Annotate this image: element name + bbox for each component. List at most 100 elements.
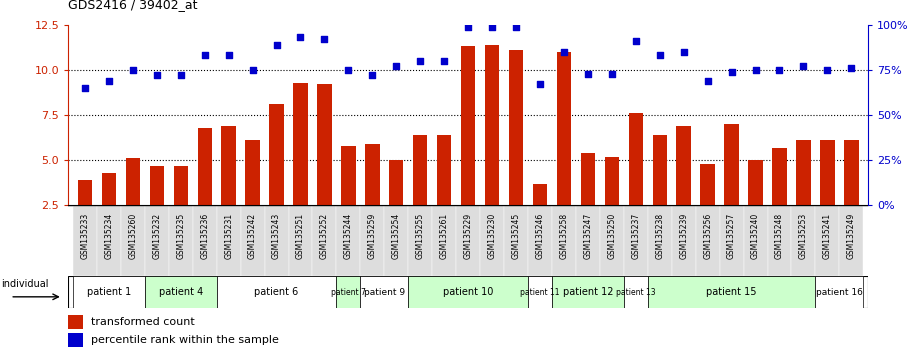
Bar	[265, 205, 288, 276]
Text: transformed count: transformed count	[91, 318, 195, 327]
Text: GSM135257: GSM135257	[727, 212, 736, 259]
Bar	[193, 205, 216, 276]
Bar	[839, 205, 864, 276]
Text: GSM135253: GSM135253	[799, 212, 808, 259]
Text: percentile rank within the sample: percentile rank within the sample	[91, 335, 278, 345]
Bar	[360, 205, 385, 276]
Point	[604, 71, 619, 76]
Point	[389, 63, 404, 69]
Bar	[222, 126, 235, 205]
Bar	[365, 144, 380, 205]
Bar	[676, 126, 691, 205]
Bar	[629, 113, 643, 205]
Point	[77, 85, 92, 91]
Bar	[197, 128, 212, 205]
Bar	[533, 184, 547, 205]
Point	[484, 24, 499, 29]
Bar	[432, 205, 456, 276]
Bar	[125, 158, 140, 205]
Text: patient 15: patient 15	[706, 287, 757, 297]
Bar	[504, 205, 528, 276]
Text: GSM135247: GSM135247	[584, 212, 593, 259]
Bar	[408, 205, 432, 276]
Text: patient 4: patient 4	[158, 287, 203, 297]
Bar	[461, 46, 475, 205]
Bar	[385, 205, 408, 276]
Bar	[796, 140, 811, 205]
Point	[102, 78, 116, 84]
Bar	[102, 173, 116, 205]
Text: GSM135230: GSM135230	[487, 212, 496, 259]
Text: GSM135234: GSM135234	[105, 212, 114, 259]
Bar	[844, 140, 858, 205]
Text: GSM135236: GSM135236	[200, 212, 209, 259]
Bar	[701, 164, 714, 205]
Bar	[484, 45, 499, 205]
Bar	[724, 124, 739, 205]
Bar	[648, 205, 672, 276]
Bar	[581, 153, 595, 205]
Point	[581, 71, 595, 76]
Point	[653, 53, 667, 58]
Text: GSM135245: GSM135245	[512, 212, 521, 259]
Point	[533, 81, 547, 87]
Text: GSM135260: GSM135260	[128, 212, 137, 259]
Text: GSM135252: GSM135252	[320, 212, 329, 258]
Point	[461, 24, 475, 29]
Point	[269, 42, 284, 47]
Text: patient 16: patient 16	[816, 287, 863, 297]
Point	[700, 78, 714, 84]
Bar	[552, 205, 576, 276]
Text: GSM135256: GSM135256	[704, 212, 712, 259]
Bar	[313, 205, 336, 276]
Text: GSM135248: GSM135248	[775, 212, 784, 258]
Bar	[556, 52, 571, 205]
Bar	[389, 160, 404, 205]
Bar	[174, 166, 188, 205]
Point	[365, 73, 380, 78]
Bar	[604, 156, 619, 205]
Bar	[78, 180, 92, 205]
Point	[317, 36, 332, 42]
Text: GSM135258: GSM135258	[559, 212, 568, 258]
Bar	[150, 166, 164, 205]
Bar	[624, 276, 648, 308]
Text: GSM135239: GSM135239	[679, 212, 688, 259]
Point	[796, 63, 811, 69]
Text: GSM135255: GSM135255	[415, 212, 425, 259]
Text: GSM135229: GSM135229	[464, 212, 473, 258]
Point	[294, 35, 308, 40]
Text: GSM135235: GSM135235	[176, 212, 185, 259]
Bar	[216, 276, 336, 308]
Point	[628, 38, 643, 44]
Bar	[767, 205, 792, 276]
Bar	[360, 276, 408, 308]
Bar	[456, 205, 480, 276]
Text: patient 13: patient 13	[616, 287, 655, 297]
Point	[724, 69, 739, 75]
Bar	[648, 276, 815, 308]
Text: GSM135261: GSM135261	[440, 212, 449, 258]
Bar	[413, 135, 427, 205]
Bar	[720, 205, 744, 276]
Bar	[744, 205, 767, 276]
Text: GSM135243: GSM135243	[272, 212, 281, 259]
Text: GDS2416 / 39402_at: GDS2416 / 39402_at	[68, 0, 197, 11]
Text: GSM135242: GSM135242	[248, 212, 257, 258]
Point	[676, 49, 691, 55]
Bar	[145, 276, 216, 308]
Bar	[121, 205, 145, 276]
Bar	[528, 205, 552, 276]
Bar	[792, 205, 815, 276]
Bar	[341, 146, 355, 205]
Text: patient 1: patient 1	[86, 287, 131, 297]
Bar	[216, 205, 241, 276]
Text: patient 10: patient 10	[443, 287, 494, 297]
Point	[413, 58, 427, 64]
Text: GSM135246: GSM135246	[535, 212, 544, 259]
Bar	[528, 276, 552, 308]
Text: GSM135241: GSM135241	[823, 212, 832, 258]
Text: patient 7: patient 7	[331, 287, 365, 297]
Text: patient 9: patient 9	[364, 287, 405, 297]
Bar	[145, 205, 169, 276]
